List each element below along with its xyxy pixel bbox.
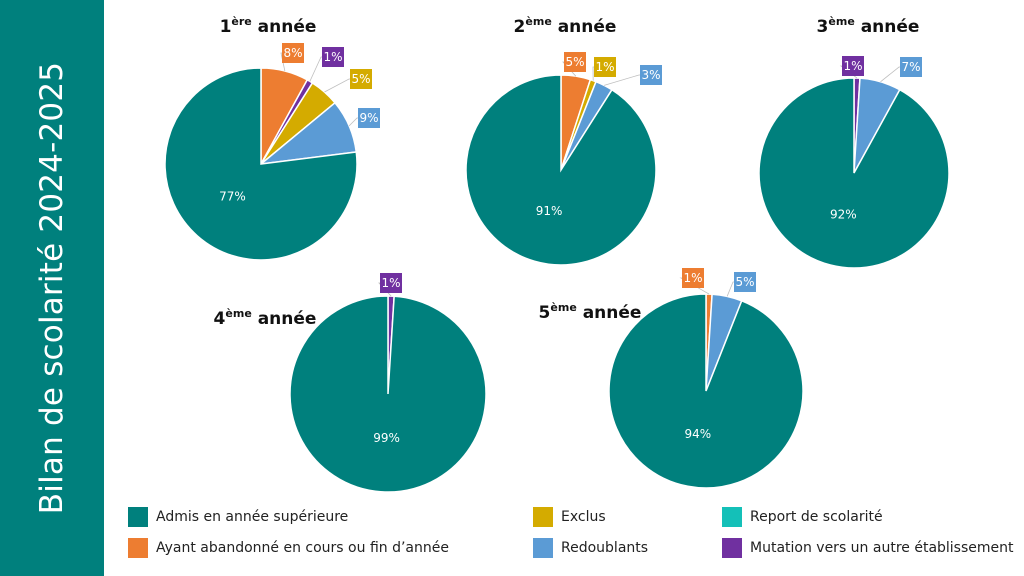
legend-item-abandon: Ayant abandonné en cours ou fin d’année bbox=[128, 538, 449, 558]
data-label-box-redoublants bbox=[358, 108, 380, 128]
data-label-box-redoublants bbox=[734, 272, 756, 292]
legend-label: Mutation vers un autre établissement bbox=[750, 540, 1014, 556]
data-label-redoublants: 9% bbox=[359, 111, 378, 125]
data-label-box-mutation bbox=[322, 47, 344, 67]
pie-title: 1ère année bbox=[220, 15, 317, 37]
data-label-box-mutation bbox=[380, 273, 402, 293]
pie-title-sup: ème bbox=[550, 301, 576, 314]
legend-label: Ayant abandonné en cours ou fin d’année bbox=[156, 540, 449, 556]
pie-slice-admis bbox=[608, 293, 804, 489]
pie-title-suffix: année bbox=[855, 17, 920, 37]
data-label-admis: 99% bbox=[373, 431, 400, 445]
data-label-box-redoublants bbox=[640, 65, 662, 85]
pie-slice-admis bbox=[758, 77, 950, 269]
data-label-exclus: 5% bbox=[351, 72, 370, 86]
leader-line bbox=[726, 281, 734, 297]
pie-slice-admis bbox=[289, 295, 487, 493]
data-label-box-mutation bbox=[842, 56, 864, 76]
legend-swatch bbox=[128, 538, 148, 558]
data-label-abandon: 8% bbox=[283, 46, 302, 60]
leader-line bbox=[309, 56, 322, 82]
pie-title: 2ème année bbox=[514, 15, 617, 37]
data-label-mutation: 1% bbox=[843, 59, 862, 73]
sidebar: Bilan de scolarité 2024-2025 bbox=[0, 0, 104, 576]
legend-swatch bbox=[533, 538, 553, 558]
legend-item-exclus: Exclus bbox=[533, 507, 606, 527]
legend-item-redoublants: Redoublants bbox=[533, 538, 648, 558]
leader-line bbox=[880, 66, 900, 83]
pie-title-suffix: année bbox=[577, 303, 642, 323]
legend-swatch bbox=[128, 507, 148, 527]
legend-label: Admis en année supérieure bbox=[156, 509, 349, 525]
legend-swatch bbox=[722, 538, 742, 558]
pie-title: 5ème année bbox=[539, 301, 642, 323]
pie-title-sup: ème bbox=[525, 15, 551, 28]
legend-item-mutation: Mutation vers un autre établissement bbox=[722, 538, 1014, 558]
pie-title-sup: ère bbox=[231, 15, 251, 28]
data-label-exclus: 1% bbox=[595, 60, 614, 74]
pie-title-sup: ème bbox=[225, 307, 251, 320]
legend-swatch bbox=[722, 507, 742, 527]
pie-chart-5: 5ème année 1% 5% 94% bbox=[539, 268, 804, 489]
pie-slice-admis bbox=[465, 74, 657, 266]
pie-title-number: 2 bbox=[514, 17, 526, 37]
pie-title-number: 5 bbox=[539, 303, 551, 323]
data-label-redoublants: 5% bbox=[735, 275, 754, 289]
pie-slice-admis bbox=[164, 67, 358, 261]
legend-item-report: Report de scolarité bbox=[722, 507, 883, 527]
data-label-box-exclus bbox=[594, 57, 616, 77]
pie-title: 4ème année bbox=[214, 307, 317, 329]
legend-label: Report de scolarité bbox=[750, 509, 883, 525]
pie-title-number: 4 bbox=[214, 309, 226, 329]
data-label-admis: 92% bbox=[830, 207, 857, 221]
leader-line bbox=[679, 277, 710, 295]
data-label-redoublants: 7% bbox=[901, 60, 920, 74]
data-label-abandon: 1% bbox=[683, 271, 702, 285]
legend-label: Exclus bbox=[561, 509, 606, 525]
pie-title: 3ème année bbox=[817, 15, 920, 37]
data-label-box-abandon bbox=[282, 43, 304, 63]
data-label-admis: 94% bbox=[684, 427, 711, 441]
pie-title-number: 3 bbox=[817, 17, 829, 37]
leader-line bbox=[324, 78, 350, 93]
data-label-box-abandon bbox=[682, 268, 704, 288]
data-label-mutation: 1% bbox=[381, 276, 400, 290]
leader-line bbox=[592, 66, 594, 81]
pie-title-suffix: année bbox=[552, 17, 617, 37]
pie-title-number: 1 bbox=[220, 17, 232, 37]
data-label-abandon: 5% bbox=[565, 55, 584, 69]
legend-label: Redoublants bbox=[561, 540, 649, 556]
pie-title-suffix: année bbox=[252, 17, 317, 37]
legend-swatch bbox=[533, 507, 553, 527]
legend-item-admis: Admis en année supérieure bbox=[128, 507, 348, 527]
pie-chart-2: 2ème année 5% 1% 3% 91% bbox=[465, 15, 662, 266]
data-label-redoublants: 3% bbox=[641, 68, 660, 82]
data-label-admis: 77% bbox=[219, 189, 246, 203]
data-label-box-exclus bbox=[350, 69, 372, 89]
leader-line bbox=[604, 74, 640, 86]
pie-chart-4: 4ème année 1% 99% bbox=[214, 273, 487, 493]
pie-title-suffix: année bbox=[252, 309, 317, 329]
pie-title-sup: ème bbox=[828, 15, 854, 28]
leader-line bbox=[348, 117, 358, 127]
data-label-mutation: 1% bbox=[323, 50, 342, 64]
pie-chart-3: 3ème année 1% 7% 92% bbox=[758, 15, 950, 269]
data-label-box-abandon bbox=[564, 52, 586, 72]
leader-line bbox=[280, 52, 286, 72]
data-label-box-redoublants bbox=[900, 57, 922, 77]
data-label-admis: 91% bbox=[536, 204, 563, 218]
pie-chart-1: 1ère année 8% 1% 5% 9% 77% bbox=[164, 15, 380, 261]
